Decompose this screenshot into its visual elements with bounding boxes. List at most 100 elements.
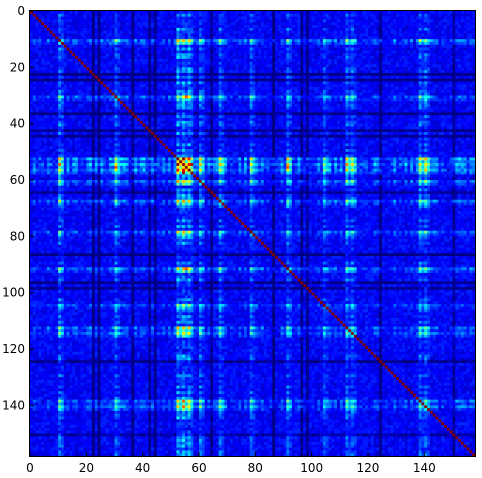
heatmap-cell [393,22,397,26]
heatmap-cell [390,64,394,68]
heatmap-cell [227,56,231,60]
heatmap-cell [213,78,217,82]
heatmap-cell [44,27,48,32]
heatmap-cell [213,84,217,88]
heatmap-cell [32,84,36,88]
heatmap-cell [435,84,439,88]
heatmap-cell [435,53,439,57]
heatmap-cell [137,19,141,23]
heatmap-cell [44,95,48,99]
heatmap-cell [469,39,473,43]
heatmap-cell [122,61,127,65]
heatmap-cell [469,27,473,32]
heatmap-cell [334,39,338,43]
heatmap-cell [427,56,431,60]
heatmap-cell [418,64,422,68]
heatmap-cell [429,89,434,93]
heatmap-cell [384,47,388,51]
heatmap-cell [314,81,318,85]
heatmap-cell [91,64,96,68]
heatmap-cell [173,41,177,46]
heatmap-cell [238,58,242,62]
heatmap-cell [148,39,152,43]
heatmap-cell [114,53,118,57]
heatmap-cell [269,50,273,54]
heatmap-cell [452,81,456,85]
heatmap-cell [277,53,281,57]
heatmap-cell [80,25,84,29]
heatmap-cell [190,67,194,71]
heatmap-cell [97,70,101,74]
heatmap-cell [103,25,107,29]
heatmap-cell [404,19,408,23]
heatmap-cell [35,72,39,77]
heatmap-cell [221,64,225,68]
heatmap-cell [170,98,174,102]
heatmap-cell [94,75,98,79]
heatmap-cell [173,50,177,54]
heatmap-cell [345,58,349,62]
heatmap-cell [201,13,205,17]
heatmap-cell [421,70,425,74]
heatmap-cell [69,78,73,82]
heatmap-cell [148,89,152,93]
heatmap-cell [190,27,194,32]
heatmap-cell [44,47,48,51]
heatmap-cell [213,11,217,15]
heatmap-cell [308,50,312,54]
heatmap-cell [193,39,197,43]
heatmap-cell [235,78,239,82]
heatmap-cell [137,75,141,79]
heatmap-cell [370,95,374,99]
heatmap-cell [463,22,467,26]
heatmap-cell [106,58,110,62]
heatmap-cell [139,33,143,37]
heatmap-cell [139,58,143,62]
heatmap-cell [401,41,405,46]
heatmap-cell [44,36,48,40]
heatmap-cell [415,53,419,57]
heatmap-cell [125,75,129,79]
heatmap-cell [125,95,129,99]
heatmap-cell [393,75,397,79]
heatmap-cell [159,11,163,15]
heatmap-cell [421,47,425,51]
heatmap-cell [258,70,262,74]
heatmap-cell [249,47,253,51]
heatmap-cell [421,56,425,60]
heatmap-cell [235,33,239,37]
heatmap-cell [227,16,231,20]
heatmap-cell [187,98,191,102]
heatmap-cell [308,47,312,51]
heatmap-cell [120,92,124,96]
heatmap-cell [162,25,166,29]
heatmap-cell [393,72,397,77]
heatmap-cell [272,58,276,62]
heatmap-cell [108,36,112,40]
heatmap-cell [77,98,81,102]
heatmap-cell [89,50,93,54]
heatmap-cell [224,13,228,17]
heatmap-cell [35,30,39,34]
heatmap-cell [308,25,312,29]
heatmap-cell [410,72,414,77]
heatmap-cell [382,44,386,48]
heatmap-cell [359,41,363,46]
heatmap-cell [303,33,307,37]
heatmap-cell [49,27,53,32]
heatmap-cell [41,84,45,88]
heatmap-cell [111,61,115,65]
heatmap-cell [198,89,203,93]
heatmap-cell [72,72,76,77]
heatmap-cell [404,27,408,32]
heatmap-cell [75,81,79,85]
heatmap-cell [269,44,273,48]
heatmap-cell [353,89,358,93]
heatmap-cell [173,89,177,93]
heatmap-cell [373,47,377,51]
heatmap-cell [393,92,397,96]
heatmap-cell [229,61,234,65]
heatmap-cell [201,75,205,79]
heatmap-cell [103,16,107,20]
heatmap-cell [69,53,73,57]
